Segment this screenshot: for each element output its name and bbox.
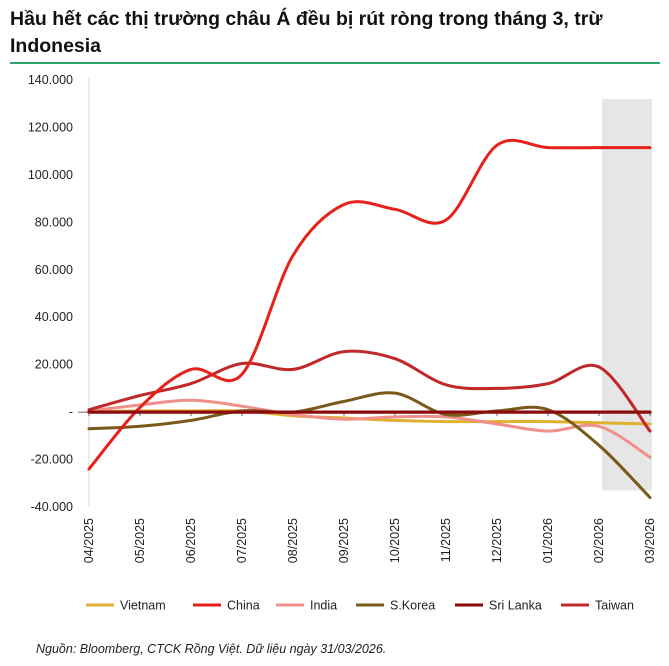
- x-tick-label: 05/2025: [133, 518, 147, 563]
- x-tick-label: 04/2025: [82, 518, 96, 563]
- legend-label: Vietnam: [120, 599, 166, 613]
- x-tick-label: 09/2025: [337, 518, 351, 563]
- y-tick-label: 100.000: [28, 168, 73, 182]
- y-tick-label: -: [69, 405, 73, 419]
- y-tick-label: 60.000: [35, 263, 73, 277]
- legend-label: India: [310, 599, 337, 613]
- series-line-india: [87, 398, 652, 459]
- x-tick-label: 07/2025: [235, 518, 249, 563]
- legend-label: China: [227, 599, 260, 613]
- series-line-china: [87, 138, 652, 471]
- y-tick-label: -40.000: [31, 500, 73, 514]
- x-tick-label: 12/2025: [490, 518, 504, 563]
- legend-label: S.Korea: [390, 599, 435, 613]
- chart-title: Hầu hết các thị trường châu Á đều bị rút…: [10, 8, 603, 57]
- x-tick-label: 06/2025: [184, 518, 198, 563]
- source-note: Nguồn: Bloomberg, CTCK Rồng Việt. Dữ liệ…: [36, 642, 387, 656]
- x-tick-label: 10/2025: [388, 518, 402, 563]
- series-line-taiwan: [87, 349, 652, 433]
- x-tick-label: 02/2026: [592, 518, 606, 563]
- y-tick-label: 20.000: [35, 358, 73, 372]
- y-tick-label: 120.000: [28, 120, 73, 134]
- x-tick-label: 11/2025: [439, 518, 453, 562]
- x-tick-label: 08/2025: [286, 518, 300, 563]
- x-tick-label: 01/2026: [541, 518, 555, 563]
- line-chart: 140.000 120.000 100.000 80.000 60.000 40.000 2…: [28, 73, 657, 613]
- series-line-s-korea: [87, 391, 652, 499]
- legend-label: Sri Lanka: [489, 599, 542, 613]
- y-tick-label: -20.000: [31, 453, 73, 467]
- y-tick-label: 80.000: [35, 215, 73, 229]
- title-divider: [10, 62, 660, 64]
- legend-label: Taiwan: [595, 599, 634, 613]
- y-tick-label: 40.000: [35, 310, 73, 324]
- y-tick-label: 140.000: [28, 73, 73, 87]
- x-tick-label: 03/2026: [643, 518, 657, 563]
